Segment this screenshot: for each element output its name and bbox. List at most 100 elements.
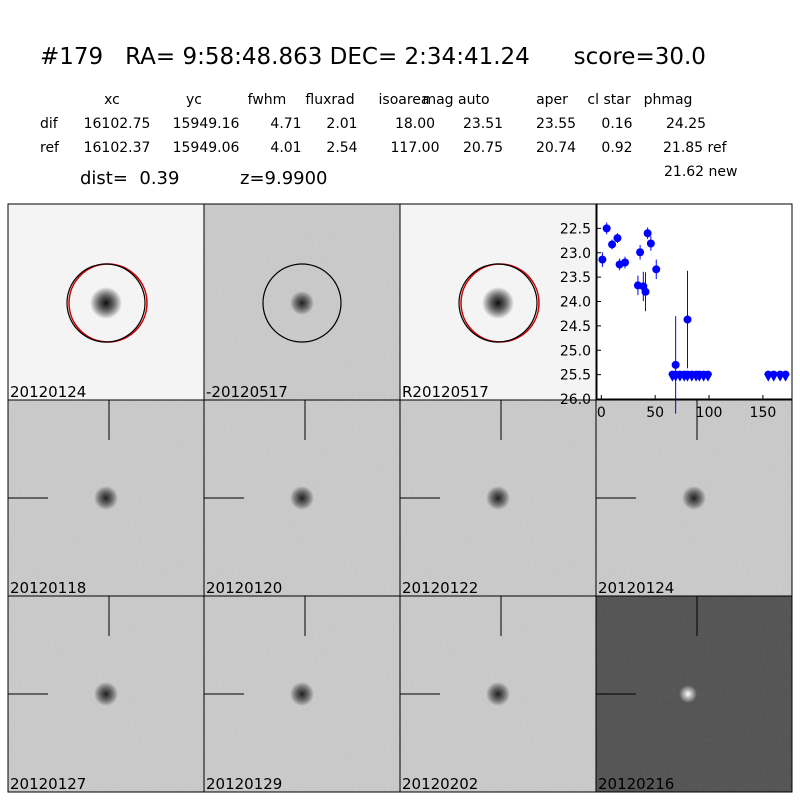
y-tick-label: 24.5 (560, 319, 591, 335)
light-curve: 22.5 23.0 23.5 24.0 24.5 25.0 25.5 26.0 0 50 100 15… (560, 203, 793, 421)
phmag-new: 21.62 new (664, 164, 737, 180)
upper-limit (703, 370, 712, 382)
cell: 4.71 (270, 116, 301, 132)
point (636, 248, 645, 257)
row-label: dif (40, 116, 59, 132)
source (486, 486, 510, 510)
cell: 2.54 (326, 140, 357, 156)
image-panel: 20120129 (203, 595, 401, 793)
point (641, 287, 650, 296)
point (602, 224, 611, 233)
cell: 15949.16 (173, 116, 240, 132)
y-tick-label: 25.5 (560, 368, 591, 384)
plot-area (596, 203, 793, 400)
cell: 23.55 (536, 116, 576, 132)
point (608, 240, 617, 249)
source (94, 682, 118, 706)
x-tick-label: 50 (646, 405, 664, 421)
source (482, 287, 514, 319)
cell: 21.85 ref (663, 140, 728, 156)
panel-label: 20120127 (10, 775, 86, 793)
point (671, 360, 680, 369)
cell: 0.92 (601, 140, 632, 156)
cell: 20.75 (463, 140, 503, 156)
point (643, 229, 652, 238)
cell: 23.51 (463, 116, 503, 132)
redshift: z=9.9900 (240, 168, 328, 189)
cell: 18.00 (395, 116, 435, 132)
x-tick-label: 150 (750, 405, 777, 421)
column-header: cl star (587, 92, 630, 108)
image-panel: 20120216 (595, 595, 793, 793)
cell: 4.01 (270, 140, 301, 156)
source (290, 682, 314, 706)
dist: dist= 0.39 (80, 168, 179, 189)
image-panel: 20120124 (595, 399, 793, 597)
image-panel: 20120120 (203, 399, 401, 597)
image-panel: 20120122 (399, 399, 597, 597)
source (290, 291, 314, 315)
column-header: fwhm (248, 92, 287, 108)
cell: 16102.37 (84, 140, 151, 156)
cell: 24.25 (666, 116, 706, 132)
column-header: xc (104, 92, 120, 108)
column-header: aper (536, 92, 568, 108)
panel-label: 20120118 (10, 579, 86, 597)
panel-label: R20120517 (402, 383, 489, 401)
y-tick-label: 22.5 (560, 221, 591, 237)
y-tick-label: 26.0 (560, 392, 591, 408)
source (679, 685, 697, 703)
image-panel: R20120517 (399, 203, 597, 401)
panels: 20120124 -20120517 R20120517 20120118 201201… (7, 203, 793, 793)
y-tick-label: 23.0 (560, 246, 591, 262)
column-header: phmag (644, 92, 693, 108)
source (486, 682, 510, 706)
title: #179 RA= 9:58:48.863 DEC= 2:34:41.24 sco… (40, 44, 706, 70)
y-tick-label: 25.0 (560, 343, 591, 359)
column-header: isoarea (379, 92, 430, 108)
source (682, 486, 706, 510)
panel-label: 20120122 (402, 579, 478, 597)
y-tick-label: 24.0 (560, 295, 591, 311)
point (652, 265, 661, 274)
panel-border (595, 595, 793, 793)
panel-label: 20120216 (598, 775, 674, 793)
aperture (262, 263, 342, 343)
y-tick-label: 23.5 (560, 270, 591, 286)
image-panel: 20120124 (7, 203, 205, 401)
point (683, 315, 692, 324)
upper-limit (781, 370, 790, 382)
cell: 117.00 (391, 140, 440, 156)
x-tick-label: 100 (696, 405, 723, 421)
panel-label: 20120202 (402, 775, 478, 793)
panel-label: 20120124 (598, 579, 674, 597)
panel-label: -20120517 (206, 383, 288, 401)
cell: 0.16 (601, 116, 632, 132)
panel-label: 20120124 (10, 383, 86, 401)
image-panel: 20120202 (399, 595, 597, 793)
image-panel: -20120517 (203, 203, 401, 401)
row-label: ref (40, 140, 60, 156)
aperture (458, 263, 538, 343)
upper-limit (769, 370, 778, 382)
aperture (66, 263, 146, 343)
panel-label: 20120129 (206, 775, 282, 793)
point (621, 258, 630, 267)
column-header: mag auto (422, 92, 489, 108)
cell: 2.01 (326, 116, 357, 132)
image-panel: 20120118 (7, 399, 205, 597)
source (94, 486, 118, 510)
cell: 15949.06 (173, 140, 240, 156)
cell: 20.74 (536, 140, 576, 156)
point (613, 234, 622, 243)
column-header: fluxrad (305, 92, 354, 108)
cell: 16102.75 (84, 116, 151, 132)
column-header: yc (186, 92, 202, 108)
point (598, 255, 607, 264)
panel-label: 20120120 (206, 579, 282, 597)
source (90, 287, 122, 319)
point (646, 239, 655, 248)
